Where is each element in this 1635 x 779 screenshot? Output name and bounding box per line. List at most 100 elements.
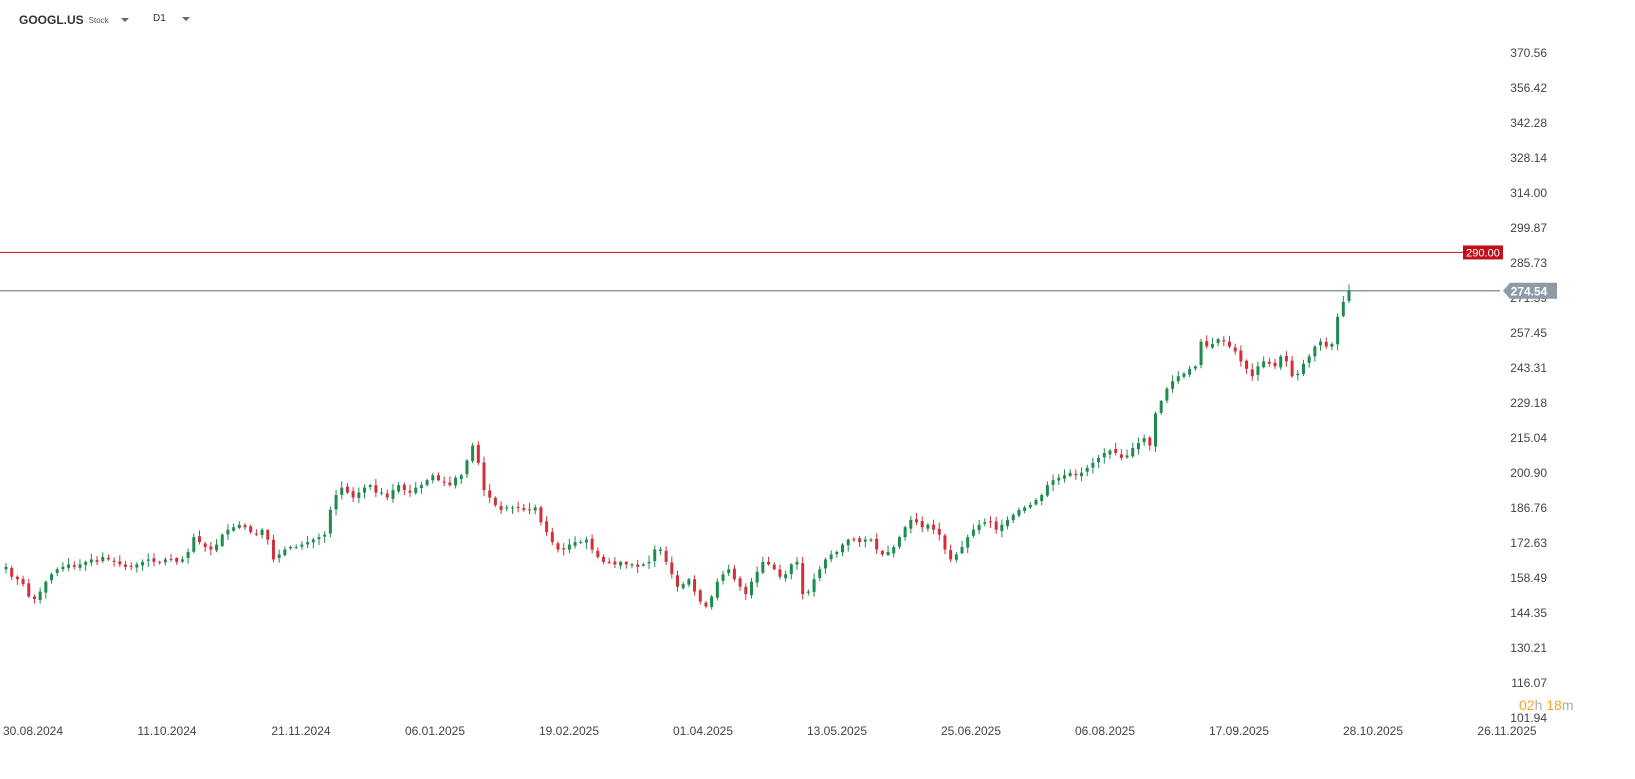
candle-body [892, 547, 896, 554]
candle-body [1193, 366, 1197, 369]
candle-down [607, 557, 611, 565]
candle-up [180, 556, 184, 564]
candle-body [977, 524, 981, 531]
candle-body [106, 557, 110, 560]
candle-body [482, 462, 486, 491]
candle-down [932, 519, 936, 534]
candle-up [1136, 437, 1140, 455]
candle-up [761, 556, 765, 575]
candle-body [510, 507, 514, 509]
y-tick-label: 243.31 [1510, 361, 1547, 375]
candle-body [619, 561, 623, 566]
candle-down [169, 553, 173, 562]
candle-down [152, 553, 156, 567]
chart-toolbar: GOOGL.US Stock D1 [0, 0, 1635, 36]
candle-body [50, 574, 54, 581]
candle-body [664, 550, 668, 562]
candle-body [1000, 524, 1004, 532]
candle-body [818, 569, 822, 579]
candle-body [124, 564, 128, 567]
candle-up [425, 478, 429, 487]
alert-price-tag[interactable] [1463, 245, 1503, 260]
candle-down [664, 546, 668, 565]
timeframe-selector[interactable]: D1 [153, 13, 190, 24]
y-tick-label: 342.28 [1510, 116, 1547, 130]
candle-body [1319, 341, 1323, 346]
candle-up [220, 533, 224, 548]
candle-down [408, 484, 412, 497]
candle-up [289, 545, 293, 550]
candle-body [789, 564, 793, 575]
candle-body [1006, 519, 1010, 526]
candle-up [681, 581, 685, 590]
candle-body [732, 568, 736, 580]
candle-up [226, 524, 230, 541]
candle-down [476, 441, 480, 466]
candle-up [960, 540, 964, 555]
candle-down [880, 549, 884, 557]
candle-down [738, 575, 742, 591]
candle-up [311, 537, 315, 549]
candle-up [863, 536, 867, 548]
candle-up [306, 536, 310, 549]
candle-down [596, 547, 600, 559]
candle-body [1165, 388, 1169, 401]
candle-up [573, 536, 577, 549]
y-tick-label: 299.87 [1510, 221, 1547, 235]
candle-down [21, 575, 25, 587]
y-tick-label: 101.94 [1510, 711, 1547, 725]
candle-up [101, 552, 105, 563]
y-tick-label: 130.21 [1510, 641, 1547, 655]
candle-body [801, 563, 805, 595]
candle-up [232, 523, 236, 533]
candle-body [442, 481, 446, 483]
candle-body [169, 558, 173, 560]
y-tick-label: 116.07 [1511, 676, 1547, 690]
candle-body [1028, 504, 1032, 508]
candle-up [846, 538, 850, 552]
candle-down [266, 528, 270, 545]
symbol-selector[interactable]: GOOGL.US Stock [19, 13, 129, 27]
candle-up [1091, 457, 1095, 474]
candle-body [909, 519, 913, 529]
candle-down [374, 478, 378, 498]
candles [4, 284, 1351, 610]
candle-up [1279, 354, 1283, 370]
candle-body [653, 549, 657, 562]
candle-body [738, 578, 742, 587]
candle-body [937, 528, 941, 535]
candle-down [488, 484, 492, 503]
candle-body [579, 542, 583, 544]
candle-body [345, 486, 349, 493]
candle-body [687, 579, 691, 585]
candle-up [812, 573, 816, 597]
candle-body [562, 548, 566, 550]
candle-body [886, 551, 890, 556]
candle-body [704, 602, 708, 607]
candle-body [1216, 339, 1220, 344]
candle-up [966, 534, 970, 554]
x-tick-label: 21.11.2024 [271, 724, 330, 738]
candle-up [277, 549, 281, 563]
candle-up [829, 550, 833, 563]
candle-body [192, 537, 196, 552]
candle-up [1296, 369, 1300, 381]
candle-body [249, 526, 253, 533]
candle-down [943, 533, 947, 555]
candle-body [971, 529, 975, 536]
candle-body [95, 560, 99, 562]
candle-up [397, 482, 401, 494]
candle-body [1091, 462, 1095, 468]
candle-body [715, 581, 719, 598]
candle-down [1284, 351, 1288, 367]
candle-body [658, 549, 662, 551]
candle-up [658, 546, 662, 556]
candle-body [180, 559, 184, 562]
candle-body [67, 564, 71, 568]
candle-down [670, 556, 674, 579]
candle-up [141, 559, 145, 571]
candle-down [442, 476, 446, 487]
candle-body [317, 537, 321, 540]
x-tick-label: 25.06.2025 [941, 724, 1001, 738]
